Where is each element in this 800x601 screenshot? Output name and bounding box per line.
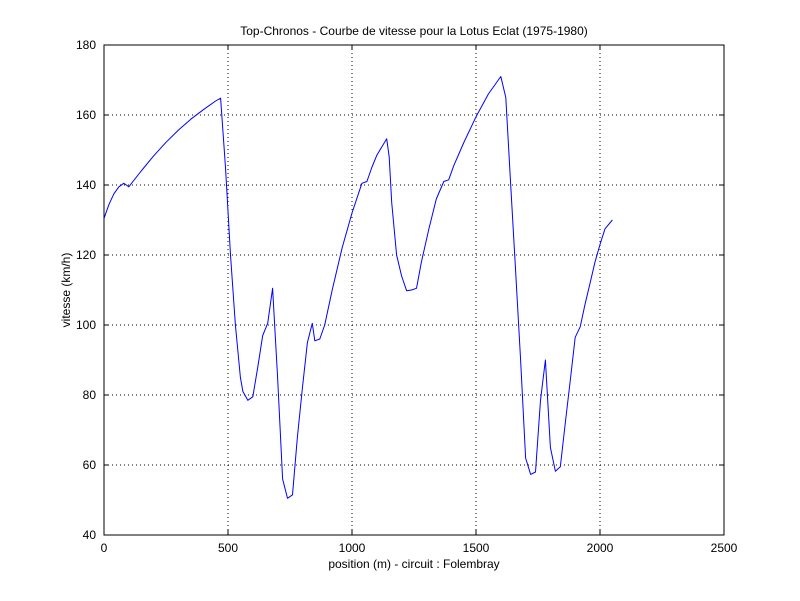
y-tick-label: 120: [76, 248, 96, 262]
y-tick-label: 80: [83, 388, 97, 402]
y-tick-label: 160: [76, 108, 96, 122]
series-group: [103, 76, 613, 499]
speed-series-line: [103, 76, 613, 499]
y-axis-label: vitesse (km/h): [59, 253, 73, 328]
x-tick-labels: 0 500 1000 1500 2000 2500: [101, 541, 738, 555]
x-tick-label: 2500: [711, 541, 738, 555]
x-axis-label: position (m) - circuit : Folembray: [328, 557, 499, 571]
chart-title: Top-Chronos - Courbe de vitesse pour la …: [240, 24, 588, 38]
grid-lines: [104, 45, 724, 535]
x-tick-label: 1500: [463, 541, 490, 555]
y-tick-labels: 40 60 80 100 120 140 160 180: [76, 38, 96, 542]
y-tick-label: 180: [76, 38, 96, 52]
y-tick-label: 140: [76, 178, 96, 192]
y-tick-label: 60: [83, 458, 97, 472]
plot-frame: [103, 44, 725, 536]
y-tick-label: 100: [76, 318, 96, 332]
y-tick-label: 40: [83, 528, 97, 542]
plot-area: [104, 45, 724, 535]
x-tick-label: 1000: [339, 541, 366, 555]
x-tick-label: 500: [218, 541, 238, 555]
x-tick-label: 0: [101, 541, 108, 555]
x-tick-label: 2000: [587, 541, 614, 555]
axis-ticks: [103, 44, 725, 536]
